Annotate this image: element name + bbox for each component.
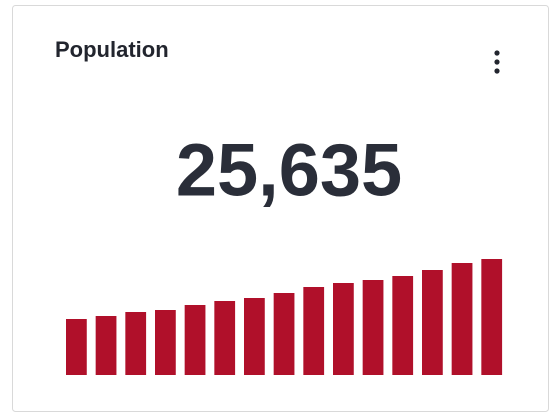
bar bbox=[451, 263, 473, 375]
bar bbox=[95, 316, 117, 375]
bar bbox=[303, 287, 325, 375]
sparkline bbox=[66, 259, 503, 375]
bar bbox=[333, 283, 354, 375]
bar bbox=[392, 276, 414, 375]
card bbox=[12, 5, 549, 412]
bar bbox=[244, 298, 265, 375]
card-title: Population bbox=[55, 37, 169, 62]
bar bbox=[422, 270, 443, 375]
bar bbox=[481, 259, 503, 375]
menu-dot bbox=[494, 59, 500, 65]
bar bbox=[184, 305, 206, 375]
bar bbox=[273, 293, 295, 375]
bar bbox=[214, 301, 236, 375]
bar bbox=[66, 319, 87, 375]
bar bbox=[362, 280, 384, 375]
bar bbox=[125, 312, 147, 375]
menu-dot bbox=[494, 50, 500, 56]
kpi-value: 25,635 bbox=[176, 129, 402, 212]
menu-button[interactable] bbox=[494, 50, 500, 74]
bar bbox=[155, 310, 176, 375]
menu-dot bbox=[494, 68, 500, 74]
